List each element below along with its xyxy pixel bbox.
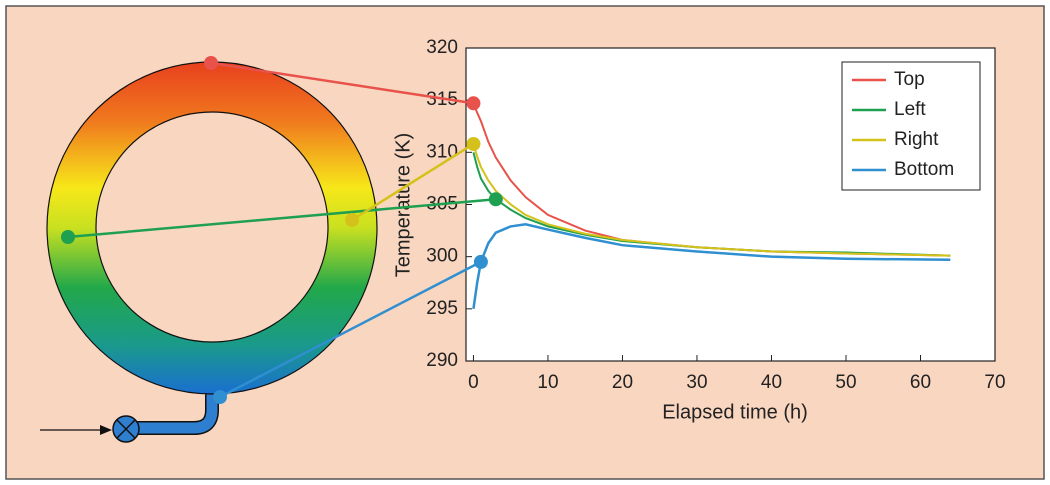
x-tick-label: 50 bbox=[835, 372, 856, 393]
curve-point bbox=[488, 192, 503, 207]
legend-box bbox=[841, 61, 981, 191]
legend-label: Bottom bbox=[894, 159, 954, 180]
ring-diagram bbox=[40, 61, 378, 443]
x-tick-label: 60 bbox=[910, 372, 931, 393]
y-axis-label: Temperature (K) bbox=[392, 133, 414, 278]
connector bbox=[67, 198, 496, 239]
x-tick-label: 30 bbox=[686, 372, 707, 393]
x-tick-label: 40 bbox=[761, 372, 782, 393]
series-line bbox=[472, 143, 951, 257]
y-tick-label: 295 bbox=[426, 298, 458, 319]
curve-point bbox=[466, 96, 481, 111]
y-tick-label: 290 bbox=[426, 350, 458, 371]
ring-point bbox=[204, 56, 218, 70]
y-tick-label: 320 bbox=[426, 37, 458, 58]
ring-point bbox=[345, 213, 359, 227]
x-tick-label: 20 bbox=[612, 372, 633, 393]
y-tick-label: 300 bbox=[426, 246, 458, 267]
plot: 290295300305310315320010203040506070TopL… bbox=[426, 37, 1005, 393]
x-axis-label: Elapsed time (h) bbox=[662, 401, 808, 423]
pipe bbox=[126, 390, 218, 434]
y-tick-label: 310 bbox=[426, 141, 458, 162]
valve-cross bbox=[116, 419, 136, 439]
ring-point bbox=[61, 230, 75, 244]
legend-label: Left bbox=[894, 99, 926, 120]
x-tick-label: 70 bbox=[984, 372, 1005, 393]
ring bbox=[46, 61, 378, 395]
arrow-head bbox=[100, 425, 112, 435]
curve-point bbox=[466, 136, 481, 151]
x-tick-label: 10 bbox=[537, 372, 558, 393]
x-tick-label: 0 bbox=[468, 372, 479, 393]
legend-label: Right bbox=[894, 129, 939, 150]
connector bbox=[351, 142, 475, 222]
ring-point bbox=[213, 390, 227, 404]
curve-point bbox=[473, 254, 488, 269]
connector bbox=[219, 260, 482, 399]
legend-label: Top bbox=[894, 69, 925, 90]
connector bbox=[210, 61, 474, 105]
